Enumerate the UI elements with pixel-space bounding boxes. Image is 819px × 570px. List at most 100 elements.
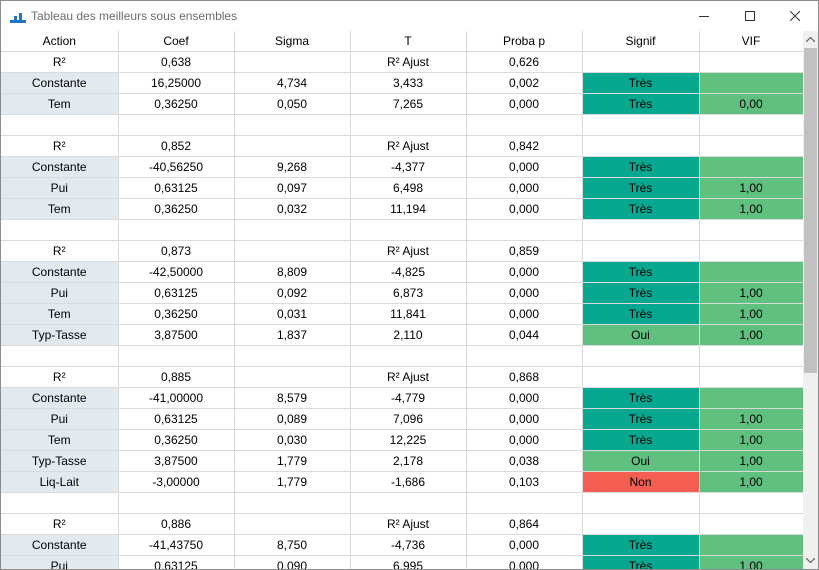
cell-vif[interactable]: 1,00 [699, 198, 803, 220]
column-header-proba[interactable]: Proba p [466, 31, 583, 52]
table-row[interactable]: Typ-Tasse 3,87500 1,837 2,110 0,044 Oui 1,00 [1, 324, 803, 346]
scroll-thumb[interactable] [804, 48, 817, 373]
cell-sigma[interactable] [234, 345, 351, 367]
cell-proba[interactable]: 0,000 [466, 261, 583, 283]
cell-coef[interactable] [118, 345, 235, 367]
separator-row[interactable] [1, 492, 803, 514]
cell-sigma[interactable] [234, 366, 351, 388]
cell-vif[interactable]: 1,00 [699, 324, 803, 346]
table-row[interactable]: Constante -41,00000 8,579 -4,779 0,000 Très [1, 387, 803, 409]
cell-sigma[interactable]: 0,050 [234, 93, 351, 115]
cell-action[interactable]: Typ-Tasse [1, 450, 119, 472]
table-row[interactable]: Tem 0,36250 0,050 7,265 0,000 Très 0,00 [1, 93, 803, 115]
cell-proba[interactable]: 0,103 [466, 471, 583, 493]
cell-coef[interactable]: 0,63125 [118, 408, 235, 430]
cell-sigma[interactable]: 8,750 [234, 534, 351, 556]
minimize-button[interactable] [681, 1, 727, 31]
r2-row[interactable]: R² 0,638 R² Ajust 0,626 [1, 51, 803, 73]
column-header-vif[interactable]: VIF [699, 31, 803, 52]
cell-sigma[interactable]: 0,092 [234, 282, 351, 304]
cell-signif[interactable] [582, 345, 700, 367]
cell-proba[interactable]: 0,000 [466, 387, 583, 409]
cell-vif[interactable]: 1,00 [699, 177, 803, 199]
cell-proba[interactable]: 0,038 [466, 450, 583, 472]
table-row[interactable]: Constante 16,25000 4,734 3,433 0,002 Très [1, 72, 803, 94]
cell-t[interactable] [350, 492, 467, 514]
cell-signif[interactable] [582, 135, 700, 157]
cell-t[interactable]: R² Ajust [350, 240, 467, 262]
cell-coef[interactable]: 3,87500 [118, 450, 235, 472]
cell-signif[interactable]: Très [582, 198, 700, 220]
cell-proba[interactable] [466, 114, 583, 136]
column-header-sigma[interactable]: Sigma [234, 31, 351, 52]
cell-sigma[interactable]: 1,837 [234, 324, 351, 346]
cell-proba[interactable]: 0,000 [466, 198, 583, 220]
cell-proba[interactable]: 0,044 [466, 324, 583, 346]
cell-sigma[interactable] [234, 492, 351, 514]
cell-sigma[interactable] [234, 135, 351, 157]
cell-signif[interactable] [582, 51, 700, 73]
table-row[interactable]: Liq-Lait -3,00000 1,779 -1,686 0,103 Non 1,00 [1, 471, 803, 493]
cell-action[interactable]: Constante [1, 261, 119, 283]
cell-proba[interactable]: 0,842 [466, 135, 583, 157]
table-row[interactable]: Constante -40,56250 9,268 -4,377 0,000 Très [1, 156, 803, 178]
cell-action[interactable]: Constante [1, 72, 119, 94]
table-row[interactable]: Typ-Tasse 3,87500 1,779 2,178 0,038 Oui 1,00 [1, 450, 803, 472]
cell-proba[interactable]: 0,868 [466, 366, 583, 388]
cell-vif[interactable]: 1,00 [699, 555, 803, 569]
table-row[interactable]: Pui 0,63125 0,092 6,873 0,000 Très 1,00 [1, 282, 803, 304]
cell-t[interactable]: 2,110 [350, 324, 467, 346]
column-header-signif[interactable]: Signif [582, 31, 700, 52]
table-row[interactable]: Pui 0,63125 0,097 6,498 0,000 Très 1,00 [1, 177, 803, 199]
cell-action[interactable] [1, 492, 119, 514]
cell-action[interactable]: Pui [1, 555, 119, 569]
table-row[interactable]: Pui 0,63125 0,089 7,096 0,000 Très 1,00 [1, 408, 803, 430]
cell-signif[interactable]: Très [582, 408, 700, 430]
cell-t[interactable]: 6,498 [350, 177, 467, 199]
cell-proba[interactable]: 0,000 [466, 534, 583, 556]
cell-sigma[interactable]: 0,090 [234, 555, 351, 569]
cell-t[interactable]: -4,825 [350, 261, 467, 283]
cell-t[interactable]: R² Ajust [350, 51, 467, 73]
cell-action[interactable]: Liq-Lait [1, 471, 119, 493]
column-header-coef[interactable]: Coef [118, 31, 235, 52]
cell-signif[interactable]: Très [582, 261, 700, 283]
cell-coef[interactable] [118, 219, 235, 241]
cell-coef[interactable]: -42,50000 [118, 261, 235, 283]
table-row[interactable]: Tem 0,36250 0,032 11,194 0,000 Très 1,00 [1, 198, 803, 220]
cell-sigma[interactable] [234, 240, 351, 262]
cell-proba[interactable]: 0,000 [466, 429, 583, 451]
cell-proba[interactable]: 0,000 [466, 303, 583, 325]
cell-proba[interactable] [466, 492, 583, 514]
cell-proba[interactable]: 0,000 [466, 408, 583, 430]
cell-action[interactable]: R² [1, 240, 119, 262]
cell-t[interactable] [350, 345, 467, 367]
table-row[interactable]: Tem 0,36250 0,030 12,225 0,000 Très 1,00 [1, 429, 803, 451]
cell-t[interactable]: R² Ajust [350, 135, 467, 157]
cell-signif[interactable]: Très [582, 303, 700, 325]
cell-coef[interactable]: -3,00000 [118, 471, 235, 493]
cell-coef[interactable]: 16,25000 [118, 72, 235, 94]
table-row[interactable]: Pui 0,63125 0,090 6,995 0,000 Très 1,00 [1, 555, 803, 569]
cell-action[interactable]: Tem [1, 429, 119, 451]
cell-action[interactable]: R² [1, 513, 119, 535]
cell-signif[interactable] [582, 240, 700, 262]
cell-coef[interactable]: 0,36250 [118, 93, 235, 115]
separator-row[interactable] [1, 219, 803, 241]
cell-signif[interactable]: Très [582, 156, 700, 178]
cell-coef[interactable]: 0,852 [118, 135, 235, 157]
title-bar[interactable]: Tableau des meilleurs sous ensembles [1, 1, 818, 31]
cell-sigma[interactable]: 0,097 [234, 177, 351, 199]
cell-signif[interactable] [582, 492, 700, 514]
r2-row[interactable]: R² 0,873 R² Ajust 0,859 [1, 240, 803, 262]
cell-t[interactable]: 7,096 [350, 408, 467, 430]
cell-vif[interactable] [699, 492, 803, 514]
cell-sigma[interactable] [234, 51, 351, 73]
cell-sigma[interactable]: 0,089 [234, 408, 351, 430]
cell-sigma[interactable] [234, 219, 351, 241]
cell-signif[interactable]: Très [582, 387, 700, 409]
cell-signif[interactable]: Oui [582, 450, 700, 472]
cell-coef[interactable]: -40,56250 [118, 156, 235, 178]
cell-coef[interactable]: 3,87500 [118, 324, 235, 346]
cell-sigma[interactable]: 4,734 [234, 72, 351, 94]
